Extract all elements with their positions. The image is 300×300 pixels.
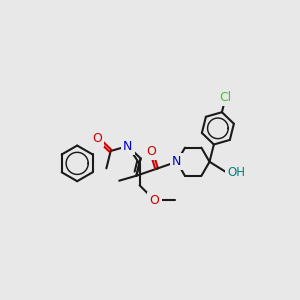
Text: O: O <box>149 194 159 207</box>
Text: N: N <box>123 140 133 153</box>
Text: OH: OH <box>227 166 245 178</box>
Text: N: N <box>172 155 182 168</box>
Text: O: O <box>146 145 156 158</box>
Text: Cl: Cl <box>220 91 232 104</box>
Text: O: O <box>92 132 102 145</box>
